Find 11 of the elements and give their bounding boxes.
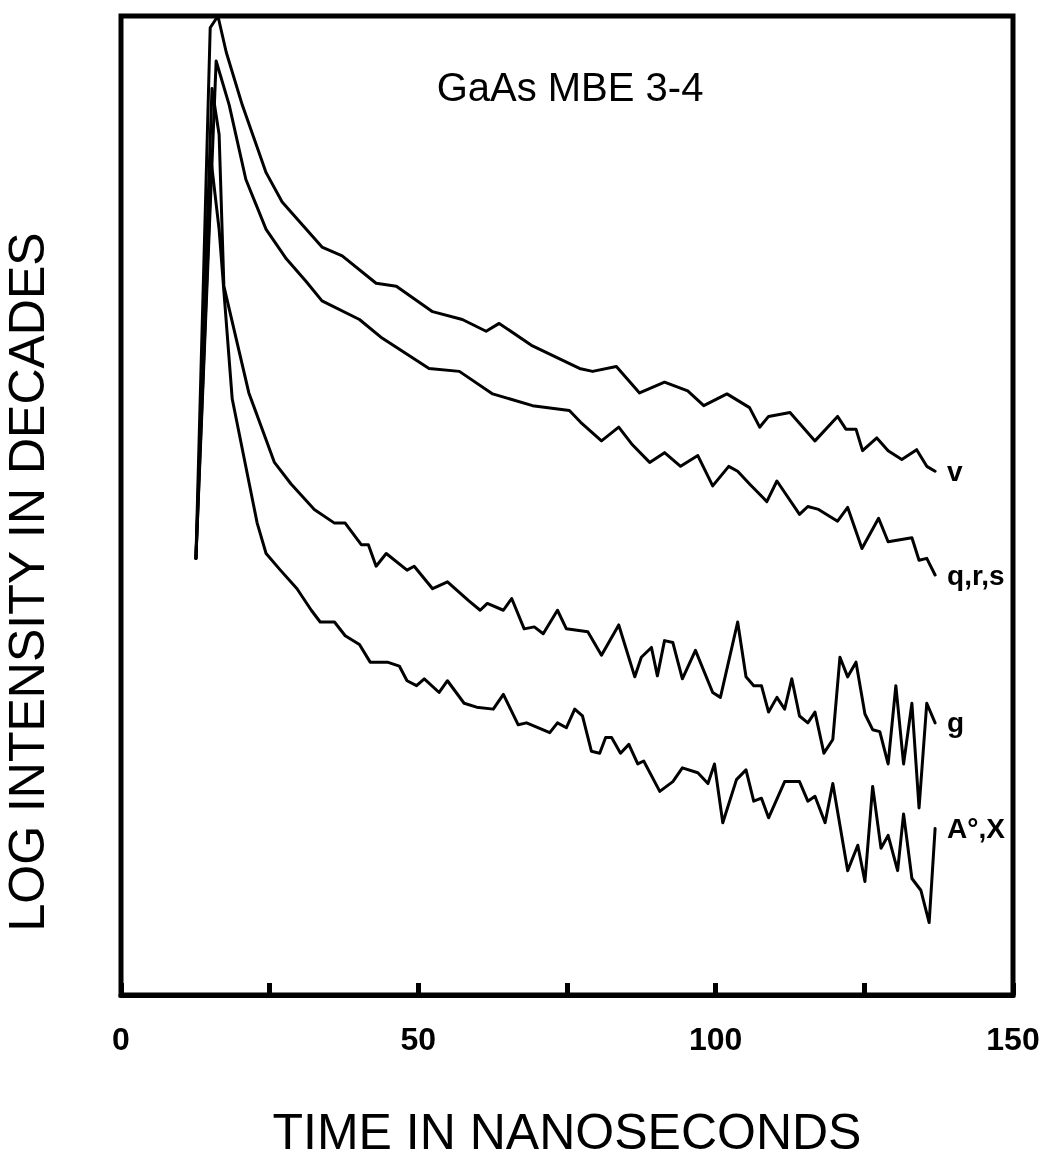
x-tick-label: 0	[112, 1021, 130, 1057]
series-label: q,r,s	[947, 559, 1005, 591]
x-tick-label: 50	[400, 1021, 437, 1057]
x-axis-title: TIME IN NANOSECONDS	[272, 1104, 862, 1160]
x-tick-label: 150	[986, 1021, 1040, 1057]
series-label: v	[947, 455, 964, 487]
x-tick-label: 100	[688, 1021, 743, 1057]
y-axis-title: LOG INTENSITY IN DECADES	[0, 232, 55, 932]
series-label: A°,X	[947, 813, 1006, 845]
text: GaAs MBE 3-4	[436, 65, 704, 109]
series-label: g	[947, 707, 965, 739]
